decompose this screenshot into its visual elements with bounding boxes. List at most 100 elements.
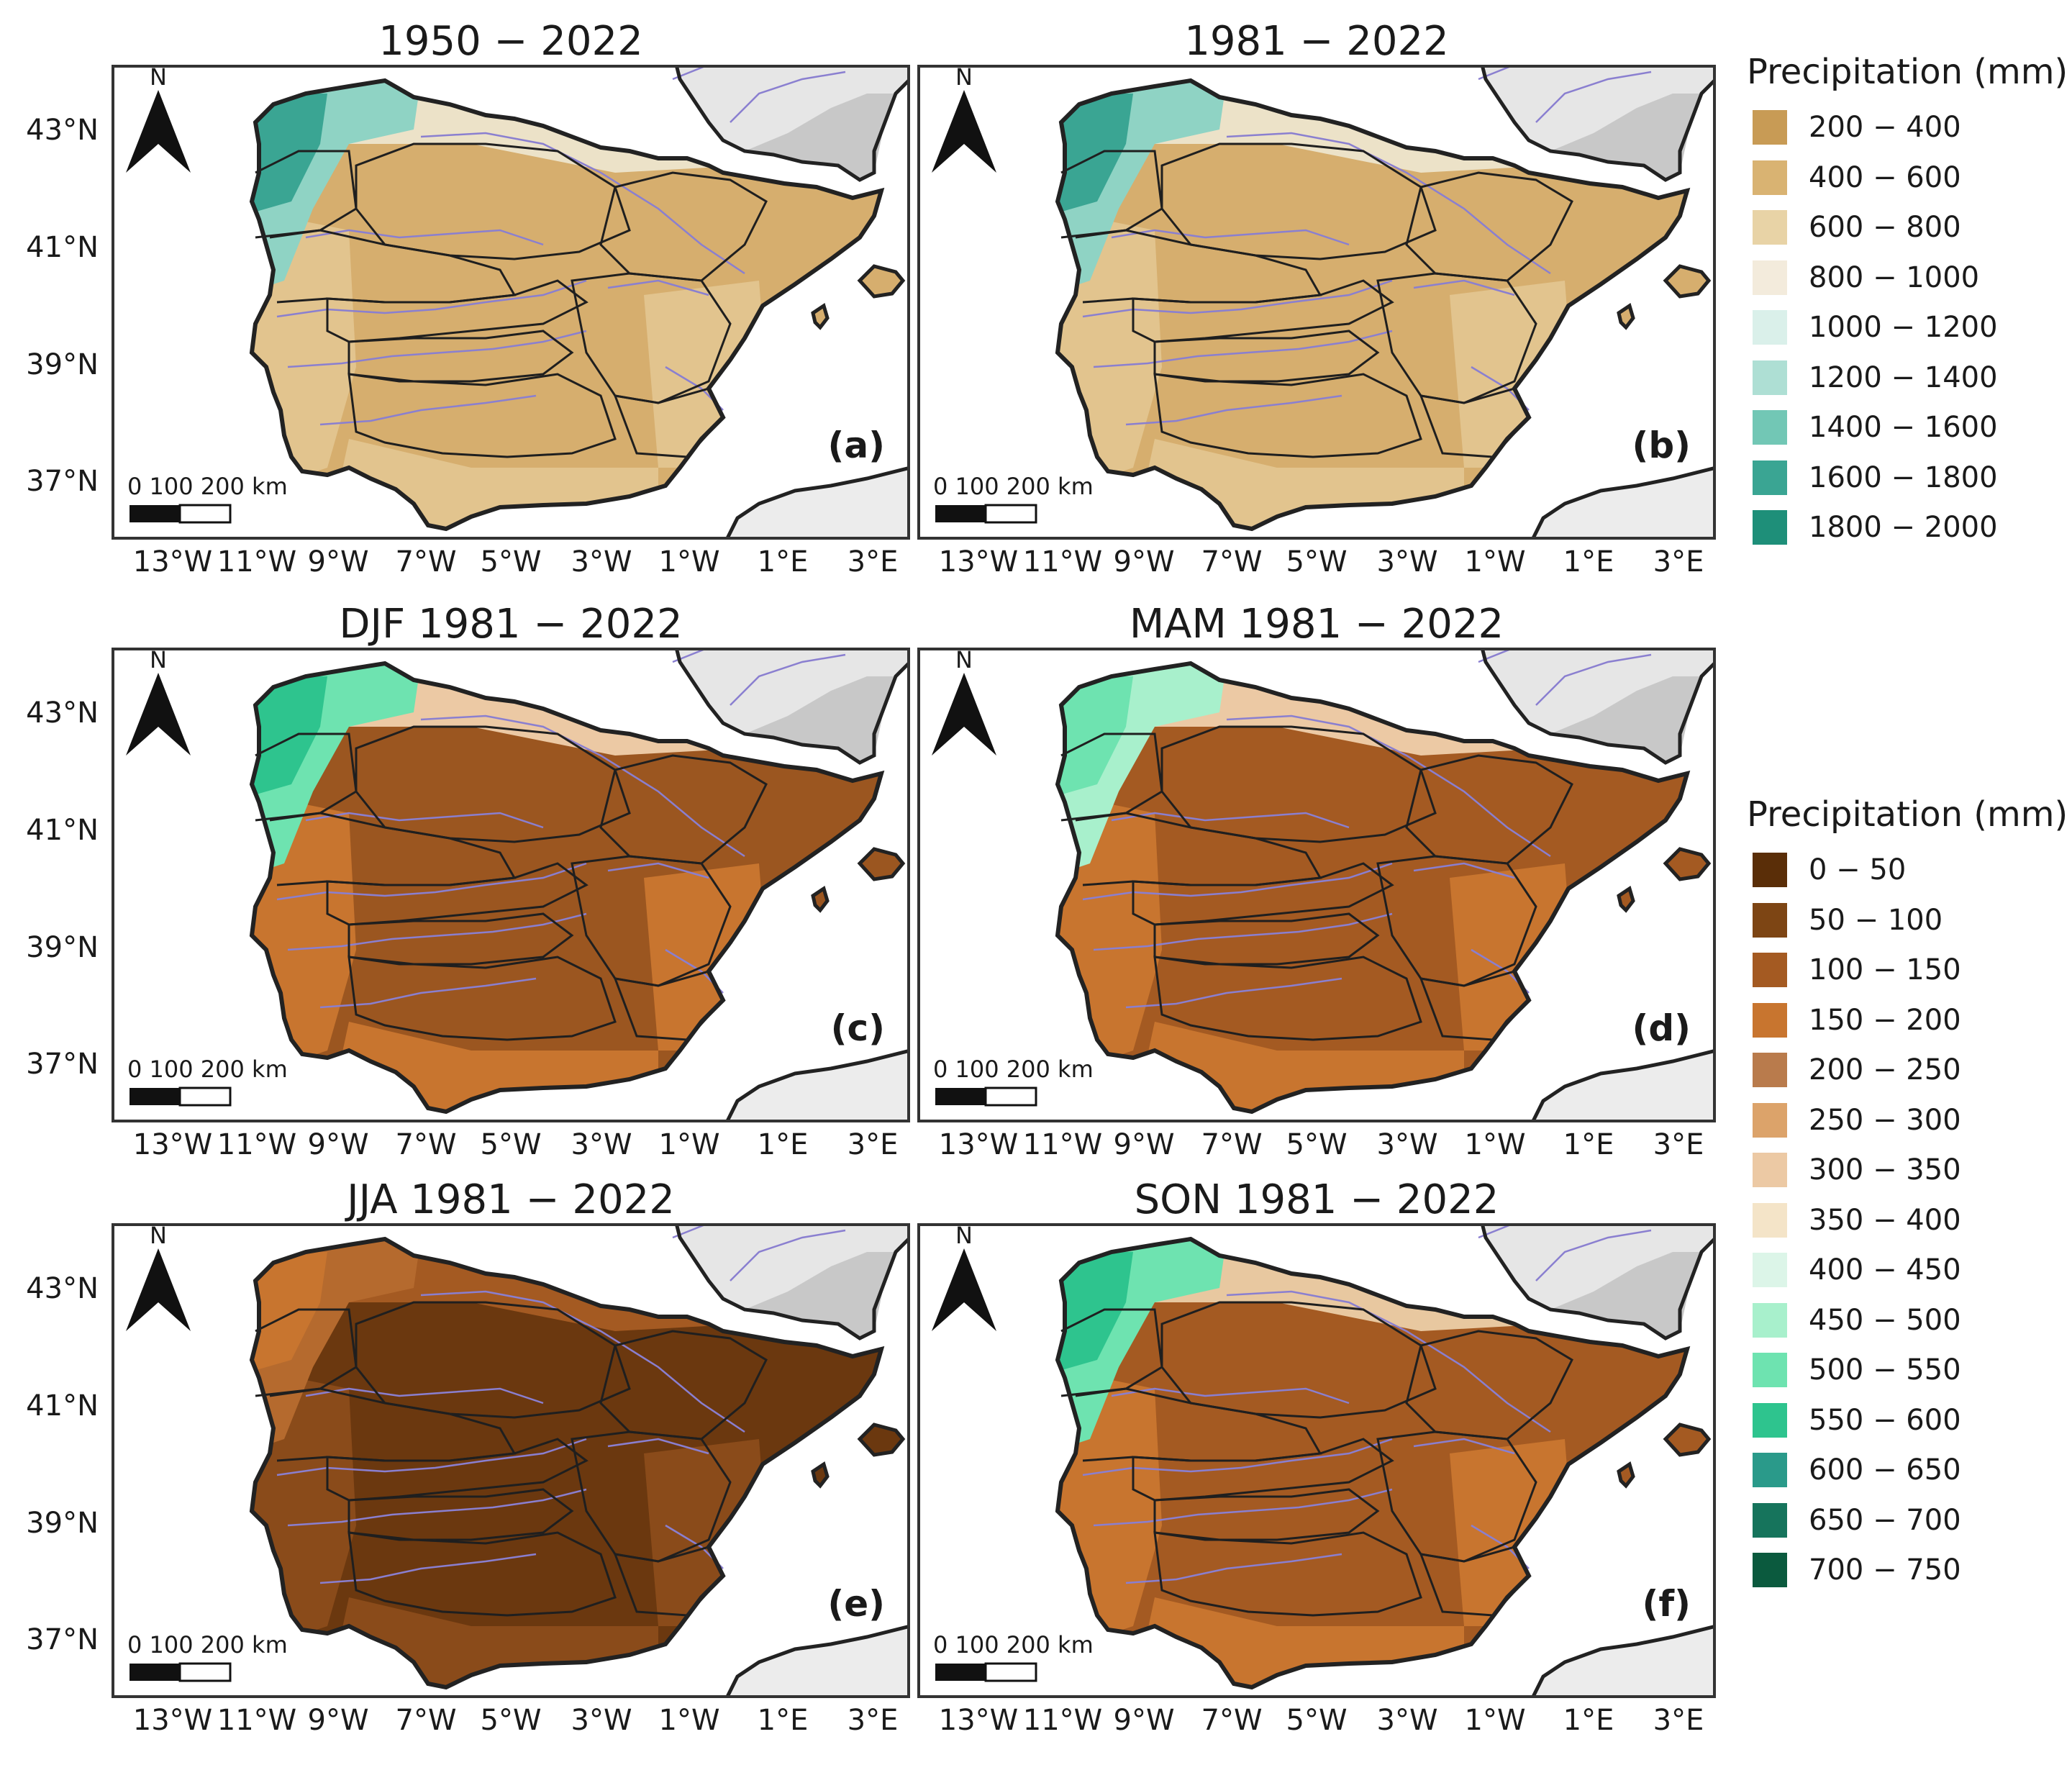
basin-boundary-8: [255, 1308, 358, 1397]
lon-label: 1°E: [1563, 1128, 1614, 1161]
africa-coastline: [1530, 466, 1717, 541]
lat-label: 37°N: [26, 1623, 99, 1656]
lon-label: 3°W: [571, 1128, 632, 1161]
lon-label: 1°E: [1563, 545, 1614, 578]
basin-boundary-6: [571, 1430, 732, 1563]
legend-label: 600 − 800: [1809, 211, 1961, 244]
legend-label: 1600 − 1800: [1809, 460, 1998, 494]
scale-label: 0 100 200 km: [933, 1056, 1094, 1083]
panel-border: [112, 65, 910, 540]
north-arrow-icon: [126, 673, 191, 756]
legend-label: 250 − 300: [1809, 1103, 1961, 1137]
basin-boundary-5: [1405, 754, 1573, 865]
legend-label: 150 − 200: [1809, 1003, 1961, 1037]
map-svg: [917, 63, 1717, 541]
precip-galicia-max: [1058, 676, 1133, 799]
basin-boundary-6: [571, 272, 732, 404]
panel-letter: (c): [830, 1007, 885, 1049]
scale-bar-black: [130, 505, 180, 522]
scale-bar-white: [984, 1086, 1037, 1107]
mallorca: [857, 264, 906, 299]
basin-boundary-5: [599, 171, 768, 282]
france-coastline: [674, 64, 912, 182]
legend-swatch: [1753, 1253, 1787, 1287]
north-arrow-icon: [932, 90, 996, 173]
scale-bar-black: [935, 1088, 986, 1105]
africa-relief: [727, 1051, 910, 1122]
north-label: N: [955, 63, 973, 91]
legend-swatch: [1753, 260, 1787, 295]
mallorca: [857, 847, 906, 881]
lon-label: 7°W: [1201, 1704, 1263, 1737]
river-3: [1093, 912, 1393, 951]
river-4: [1125, 1553, 1342, 1584]
river-1: [1111, 229, 1350, 246]
legend-label: 500 − 550: [1809, 1353, 1961, 1387]
river-1: [1111, 1387, 1350, 1405]
iberia-coastline: [1055, 661, 1691, 1115]
lon-label: 13°W: [132, 1704, 213, 1737]
lat-label: 41°N: [26, 231, 99, 264]
lon-label: 11°W: [1022, 1704, 1103, 1737]
basin-boundary-6: [1376, 272, 1537, 404]
legend-label: 200 − 400: [1809, 111, 1961, 144]
basin-boundary-2: [326, 1438, 589, 1502]
north-label: N: [955, 1222, 973, 1249]
lon-label: 3°W: [1376, 1704, 1438, 1737]
lon-label: 13°W: [132, 545, 213, 578]
basin-boundary-0: [1160, 725, 1437, 843]
lon-label: 3°W: [571, 545, 632, 578]
legend-swatch: [1753, 1453, 1787, 1487]
river-7: [607, 1438, 709, 1455]
river-0: [420, 132, 745, 275]
legend-swatch: [1753, 1353, 1787, 1387]
basin-boundary-2: [1132, 279, 1394, 343]
scale-bar-white: [984, 504, 1037, 524]
scale-bar-black: [935, 1664, 986, 1681]
panel-border: [917, 1223, 1716, 1698]
precip-galicia-max: [1058, 94, 1133, 216]
legend-label: 50 − 100: [1809, 903, 1943, 937]
legend-label: 450 − 500: [1809, 1303, 1961, 1337]
legend-item: 0 − 50: [1753, 852, 1906, 888]
river-5: [1535, 653, 1652, 706]
lon-label: 5°W: [1286, 1704, 1348, 1737]
legend-swatch: [1753, 853, 1787, 887]
lon-label: 11°W: [217, 545, 297, 578]
legend-label: 300 − 350: [1809, 1153, 1961, 1187]
river-5: [730, 653, 846, 706]
river-0: [1226, 132, 1551, 275]
lon-label: 13°W: [938, 545, 1019, 578]
legend-swatch: [1753, 1053, 1787, 1087]
lon-label: 9°W: [307, 545, 369, 578]
panel-border: [112, 1223, 910, 1698]
panel-title-c: DJF 1981 − 2022: [339, 601, 683, 648]
legend-label: 0 − 50: [1809, 853, 1907, 886]
basin-boundary-4: [1153, 373, 1422, 458]
basin-boundary-2: [1132, 1438, 1394, 1502]
panel-letter: (d): [1632, 1007, 1691, 1049]
river-7: [607, 279, 709, 296]
map-panel-c: N 0 100 200 km (c): [112, 646, 912, 1124]
ibiza: [811, 886, 830, 913]
basin-boundary-2: [326, 279, 589, 343]
legend-label: 100 − 150: [1809, 953, 1961, 986]
legend-item: 200 − 250: [1753, 1052, 1961, 1088]
basin-boundary-8: [1060, 1308, 1163, 1397]
legend-item: 50 − 100: [1753, 902, 1942, 938]
map-panel-a: N 0 100 200 km (a): [112, 63, 912, 541]
legend-swatch: [1753, 160, 1787, 195]
river-7: [1413, 1438, 1515, 1455]
lon-label: 7°W: [395, 545, 457, 578]
africa-coastline: [724, 1624, 911, 1700]
legend-swatch: [1753, 1102, 1787, 1138]
ibiza: [811, 303, 830, 330]
africa-coastline: [724, 466, 911, 541]
lon-label: 13°W: [938, 1704, 1019, 1737]
lon-label: 3°W: [571, 1704, 632, 1737]
legend-swatch: [1753, 110, 1787, 145]
africa-relief: [727, 468, 910, 540]
lat-label: 39°N: [26, 931, 99, 964]
panel-letter: (b): [1632, 425, 1691, 466]
map-svg: [917, 646, 1717, 1124]
